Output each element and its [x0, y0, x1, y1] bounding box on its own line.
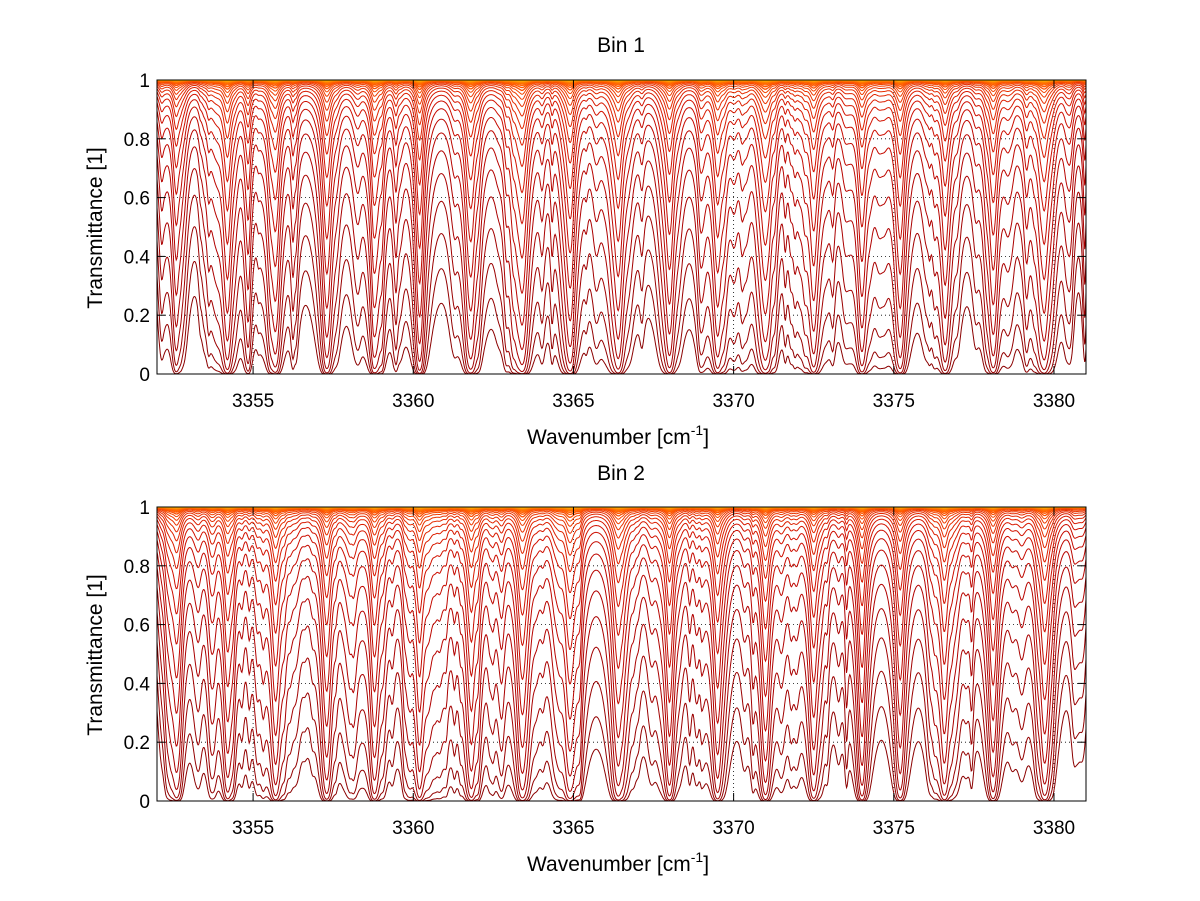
y-tick-label: 1 [139, 71, 150, 92]
y-axis-label: Transmittance [1] [84, 147, 107, 308]
series-line [157, 539, 1086, 720]
x-tick-label: 3380 [1033, 818, 1075, 839]
series-line [157, 127, 1086, 327]
x-tick-label: 3370 [712, 818, 754, 839]
series-line [157, 98, 1086, 225]
series-line [157, 81, 1086, 100]
x-tick-label: 3375 [873, 391, 915, 412]
y-tick-label: 0.2 [124, 306, 150, 327]
x-axis-label-superscript: -1 [691, 422, 704, 438]
series-line [157, 674, 1086, 801]
y-tick-label: 0.6 [124, 616, 150, 637]
series-line [157, 515, 1086, 593]
axes-box [156, 79, 1087, 375]
series-line [157, 191, 1086, 373]
chart-bin-2: Bin 2 3355 3360 3365 3370 3375 3380 0 0.2 0.4 0.6… [84, 462, 1087, 876]
series-line [157, 519, 1086, 620]
y-tick-label: 0.6 [124, 189, 150, 210]
series-line [157, 710, 1086, 801]
series-line [157, 523, 1086, 650]
series-line [157, 144, 1086, 351]
series-line [157, 93, 1086, 194]
x-axis-label-superscript: -1 [691, 849, 704, 865]
series-line [157, 509, 1086, 534]
series-line [157, 586, 1086, 792]
x-axis-label-text: Wavenumber [cm [527, 426, 691, 449]
x-axis-label: Wavenumber [cm-1] [527, 422, 709, 449]
ticks: 3355 3360 3365 3370 3375 3380 0 0.2 0.4 0.6 0.8 1 [124, 498, 1086, 839]
chart-title: Bin 2 [597, 462, 645, 485]
chart-bin-1: Bin 1 3355 3360 3365 3370 3375 3380 0 0.2 0.4 0.6… [84, 34, 1087, 449]
y-tick-label: 0.4 [124, 247, 151, 268]
y-tick-label: 0.2 [124, 733, 150, 754]
y-tick-label: 0 [139, 365, 150, 386]
series-line [157, 82, 1086, 108]
series-line [157, 115, 1086, 295]
series-line [157, 511, 1086, 556]
series-line [157, 641, 1086, 801]
y-axis-label: Transmittance [1] [84, 574, 107, 735]
x-tick-label: 3370 [712, 391, 754, 412]
y-tick-label: 0.4 [124, 674, 151, 695]
y-tick-label: 0.8 [124, 557, 150, 578]
series-line [157, 84, 1086, 130]
x-tick-label: 3380 [1033, 391, 1075, 412]
chart-title: Bin 1 [597, 34, 645, 57]
series-line [157, 510, 1086, 544]
x-tick-label: 3365 [552, 391, 594, 412]
grid [157, 506, 1086, 802]
x-tick-label: 3355 [232, 391, 274, 412]
x-axis-label-suffix: ] [703, 853, 709, 876]
series-line [157, 256, 1086, 374]
x-tick-label: 3355 [232, 818, 274, 839]
ticks: 3355 3360 3365 3370 3375 3380 0 0.2 0.4 0.6 0.8 1 [124, 71, 1086, 412]
series-line [157, 530, 1086, 685]
series-line [157, 513, 1086, 573]
axes-box [156, 506, 1087, 802]
series-line [157, 222, 1086, 374]
x-axis-label: Wavenumber [cm-1] [527, 849, 709, 876]
x-tick-label: 3360 [392, 818, 434, 839]
x-axis-label-text: Wavenumber [cm [527, 853, 691, 876]
series-line [157, 508, 1086, 527]
series-group [157, 506, 1086, 801]
series-line [157, 105, 1086, 260]
series-line [157, 566, 1086, 777]
x-tick-label: 3360 [392, 391, 434, 412]
x-tick-label: 3365 [552, 818, 594, 839]
series-line [157, 86, 1086, 146]
series-line [157, 89, 1086, 168]
series-line [157, 551, 1086, 752]
series-line [157, 165, 1086, 366]
series-line [157, 507, 1086, 522]
series-group [157, 79, 1086, 374]
x-axis-label-suffix: ] [703, 426, 709, 449]
y-tick-label: 0.8 [124, 130, 150, 151]
y-tick-label: 0 [139, 792, 150, 813]
y-tick-label: 1 [139, 498, 150, 519]
series-line [157, 83, 1086, 117]
x-tick-label: 3375 [873, 818, 915, 839]
series-line [157, 611, 1086, 799]
